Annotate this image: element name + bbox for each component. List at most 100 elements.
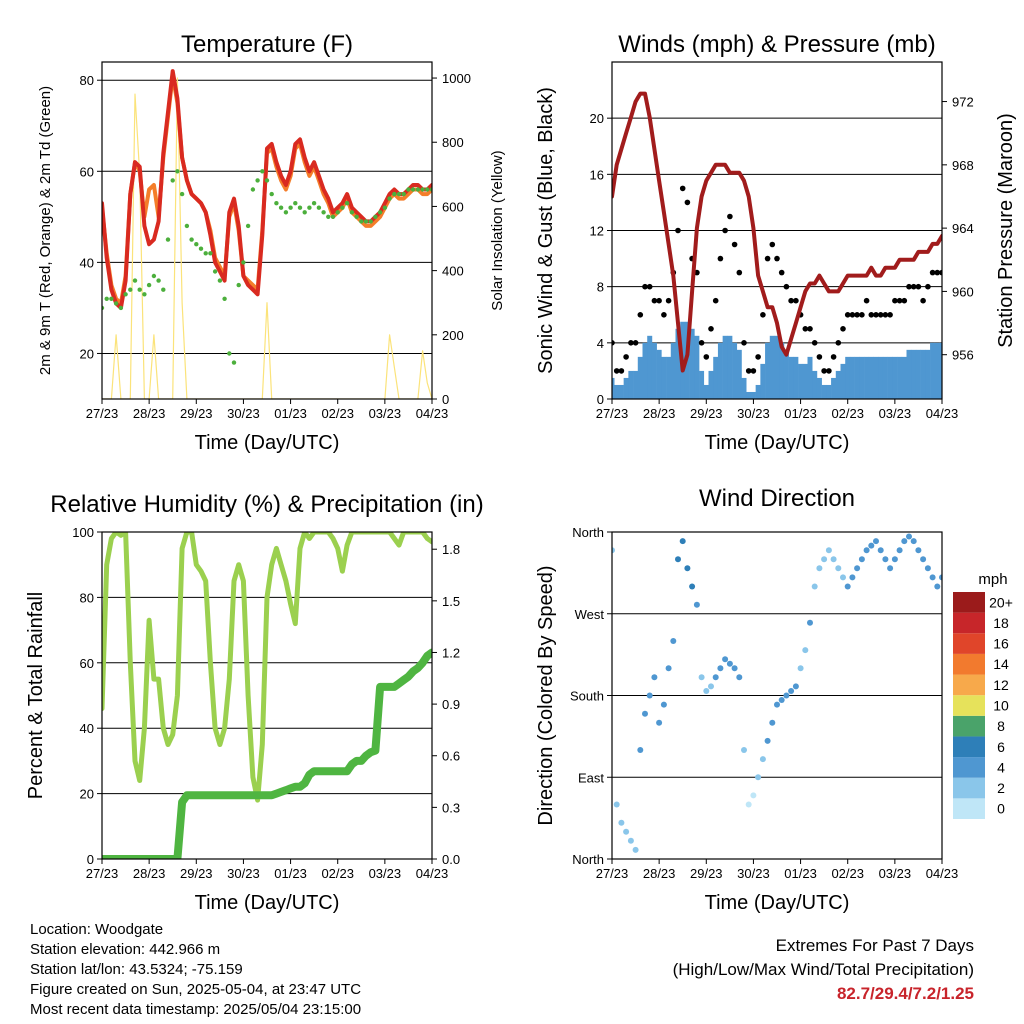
- direction-point: [722, 656, 729, 663]
- y-tick-label: 20: [590, 111, 604, 126]
- plot-area: [612, 91, 942, 399]
- wind-bar: [666, 356, 672, 399]
- wind-bar: [915, 349, 921, 399]
- y-tick-label: 16: [590, 167, 604, 182]
- dewpoint-point: [410, 187, 416, 192]
- dewpoint-point: [151, 273, 157, 279]
- dewpoint-point: [156, 278, 161, 283]
- dewpoint-point: [184, 223, 190, 229]
- y-axis-label: 2m & 9m T (Red, Orange) & 2m Td (Green): [37, 86, 54, 375]
- panel-3: Wind DirectionNorthEastSouthWestNorth27/…: [535, 485, 1013, 914]
- dewpoint-point: [425, 187, 430, 192]
- wind-bar: [736, 349, 742, 399]
- y2-tick-label: 0.9: [442, 697, 460, 712]
- dewpoint-point: [344, 201, 350, 206]
- colorbar-label: 4: [997, 759, 1005, 775]
- dewpoint-point: [302, 210, 307, 215]
- gust-point: [703, 354, 710, 360]
- wind-bar: [675, 328, 681, 399]
- dewpoint-point: [274, 201, 279, 206]
- x-tick-label: 04/23: [926, 406, 959, 421]
- wind-bar: [807, 356, 813, 399]
- extremes-title: Extremes For Past 7 Days: [775, 936, 974, 955]
- direction-point: [896, 547, 903, 554]
- direction-point: [708, 683, 714, 690]
- gust-point: [774, 255, 780, 262]
- y-tick-label: 8: [597, 280, 604, 295]
- direction-point: [684, 565, 691, 572]
- gust-point: [854, 312, 860, 318]
- direction-point: [844, 583, 851, 590]
- direction-point: [840, 574, 846, 581]
- dewpoint-point: [236, 282, 241, 288]
- y2-tick-label: 964: [952, 221, 974, 236]
- direction-point: [726, 660, 733, 667]
- direction-point: [689, 583, 696, 590]
- wind-bar: [614, 384, 620, 399]
- direction-point: [717, 665, 724, 672]
- gust-point: [656, 297, 662, 304]
- direction-point: [830, 556, 837, 563]
- gust-point: [722, 227, 728, 234]
- direction-point: [755, 774, 762, 781]
- direction-point: [759, 756, 766, 763]
- direction-point: [934, 583, 941, 590]
- gust-point: [750, 368, 757, 374]
- chart-title: Winds (mph) & Pressure (mb): [618, 31, 935, 58]
- wind-bar: [849, 356, 855, 399]
- wind-bar: [708, 370, 714, 399]
- wind-bar: [717, 342, 723, 399]
- gust-point: [755, 354, 761, 360]
- x-tick-label: 02/23: [831, 866, 864, 881]
- direction-point: [792, 683, 799, 690]
- colorbar-swatch: [953, 695, 985, 716]
- wind-bar: [647, 335, 653, 399]
- wind-bar: [920, 349, 926, 399]
- y-tick-label: 12: [590, 224, 604, 239]
- colorbar-swatch: [953, 757, 985, 778]
- x-tick-label: 03/23: [369, 866, 402, 881]
- wind-bar: [633, 370, 639, 399]
- colorbar-swatch: [953, 653, 985, 675]
- x-tick-label: 27/23: [86, 866, 119, 881]
- dewpoint-point: [208, 251, 213, 256]
- gust-point: [618, 368, 625, 374]
- dewpoint-point: [382, 205, 388, 210]
- direction-point: [665, 665, 672, 672]
- dewpoint-point: [307, 205, 312, 210]
- direction-point: [788, 688, 795, 694]
- y2-tick-label: 600: [442, 199, 464, 214]
- dewpoint-point: [146, 282, 152, 288]
- gust-point: [920, 297, 926, 304]
- wind-bar: [887, 356, 893, 399]
- plot-frame: [101, 531, 433, 860]
- colorbar-label: 16: [993, 636, 1009, 652]
- colorbar-swatch: [953, 798, 985, 819]
- x-tick-label: 30/23: [737, 406, 770, 421]
- extremes-box: Extremes For Past 7 Days (High/Low/Max W…: [673, 934, 974, 1006]
- y-tick-label: 0: [597, 392, 604, 407]
- wind-bar: [750, 391, 756, 399]
- y2-axis-label: Station Pressure (Maroon): [995, 113, 1017, 348]
- dewpoint-point: [335, 210, 340, 215]
- wind-bar: [906, 349, 912, 399]
- wind-bar: [854, 356, 860, 399]
- series-total-precipitation: [102, 648, 432, 859]
- colorbar-label: 12: [993, 677, 1009, 693]
- gust-point: [873, 312, 879, 318]
- y-tick-label: 4: [597, 336, 604, 351]
- chart-title: Wind Direction: [699, 485, 855, 512]
- x-tick-label: 04/23: [416, 406, 449, 421]
- dewpoint-point: [349, 210, 355, 215]
- gust-point: [816, 354, 823, 360]
- gust-point: [844, 312, 851, 318]
- series-9m-temperature: [102, 73, 432, 306]
- x-tick-label: 01/23: [784, 866, 817, 881]
- wind-bar: [821, 384, 827, 399]
- y2-tick-label: 400: [442, 264, 464, 279]
- direction-point: [764, 737, 771, 744]
- x-tick-label: 04/23: [416, 866, 449, 881]
- wind-bar: [868, 356, 874, 399]
- direction-point: [778, 697, 785, 703]
- gust-point: [769, 241, 776, 248]
